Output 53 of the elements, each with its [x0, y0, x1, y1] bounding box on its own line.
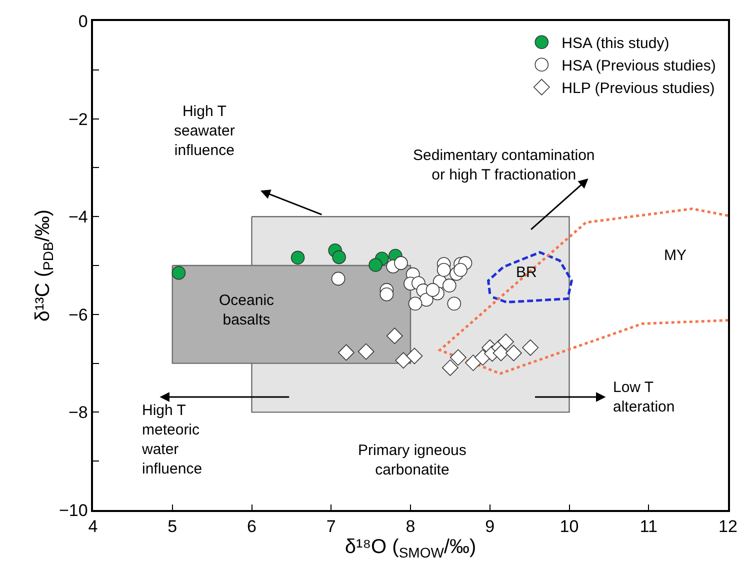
point: [368, 258, 382, 272]
point: [358, 343, 374, 360]
annotation: BR: [516, 264, 538, 281]
point: [505, 344, 522, 362]
y-tick-label: −4: [68, 208, 88, 227]
legend-label: HLP (Previous studies): [562, 80, 715, 97]
point: [436, 263, 451, 277]
annotation: High T meteoric water influence: [141, 402, 202, 478]
y-tick-label: −6: [68, 305, 88, 324]
x-tick-label: 9: [485, 517, 495, 536]
annotation: Oceanic basalts: [219, 292, 275, 328]
point: [426, 283, 440, 297]
y-tick-label: 0: [78, 12, 88, 31]
line-series: [438, 208, 728, 375]
point: [450, 349, 466, 366]
point: [406, 348, 423, 364]
point: [394, 256, 408, 270]
x-axis-title: δ¹⁸O ($_{SMOW}$/‰): [344, 536, 476, 560]
point: [332, 250, 346, 264]
point: [395, 352, 412, 369]
point: [522, 339, 539, 356]
x-tick-label: 12: [718, 517, 738, 536]
x-tick-label: 5: [168, 517, 178, 536]
y-tick-label: −2: [68, 110, 88, 129]
legend-label: HSA (Previous studies): [562, 57, 716, 74]
point: [442, 278, 456, 292]
point: [331, 272, 346, 286]
point: [408, 296, 422, 311]
point: [172, 266, 186, 280]
point: [442, 360, 458, 376]
annotation: Low T alteration: [613, 379, 675, 416]
point: [290, 250, 305, 265]
x-tick-label: 6: [247, 517, 256, 536]
x-tick-label: 8: [406, 517, 416, 536]
x-tick-label: 4: [88, 517, 98, 536]
point: [454, 263, 468, 277]
annotation: MY: [664, 247, 686, 264]
point: [492, 344, 510, 362]
x-tick-label: 10: [560, 517, 579, 536]
x-tick-label: 7: [326, 517, 336, 536]
annotation: Sedimentary contamination or high T fractionation: [413, 147, 595, 184]
x-tick-label: 11: [640, 517, 658, 536]
point: [380, 287, 394, 302]
legend-label: HSA (this study): [562, 34, 670, 52]
point: [498, 334, 514, 350]
point: [447, 296, 462, 311]
line-series: [487, 251, 573, 304]
point: [386, 328, 403, 344]
annotation: Primary igneous carbonatite: [358, 442, 466, 478]
y-tick-label: −10: [59, 500, 88, 520]
annotation: High T seawater influence: [174, 103, 235, 159]
point: [338, 344, 354, 361]
y-tick-label: −8: [68, 403, 88, 422]
